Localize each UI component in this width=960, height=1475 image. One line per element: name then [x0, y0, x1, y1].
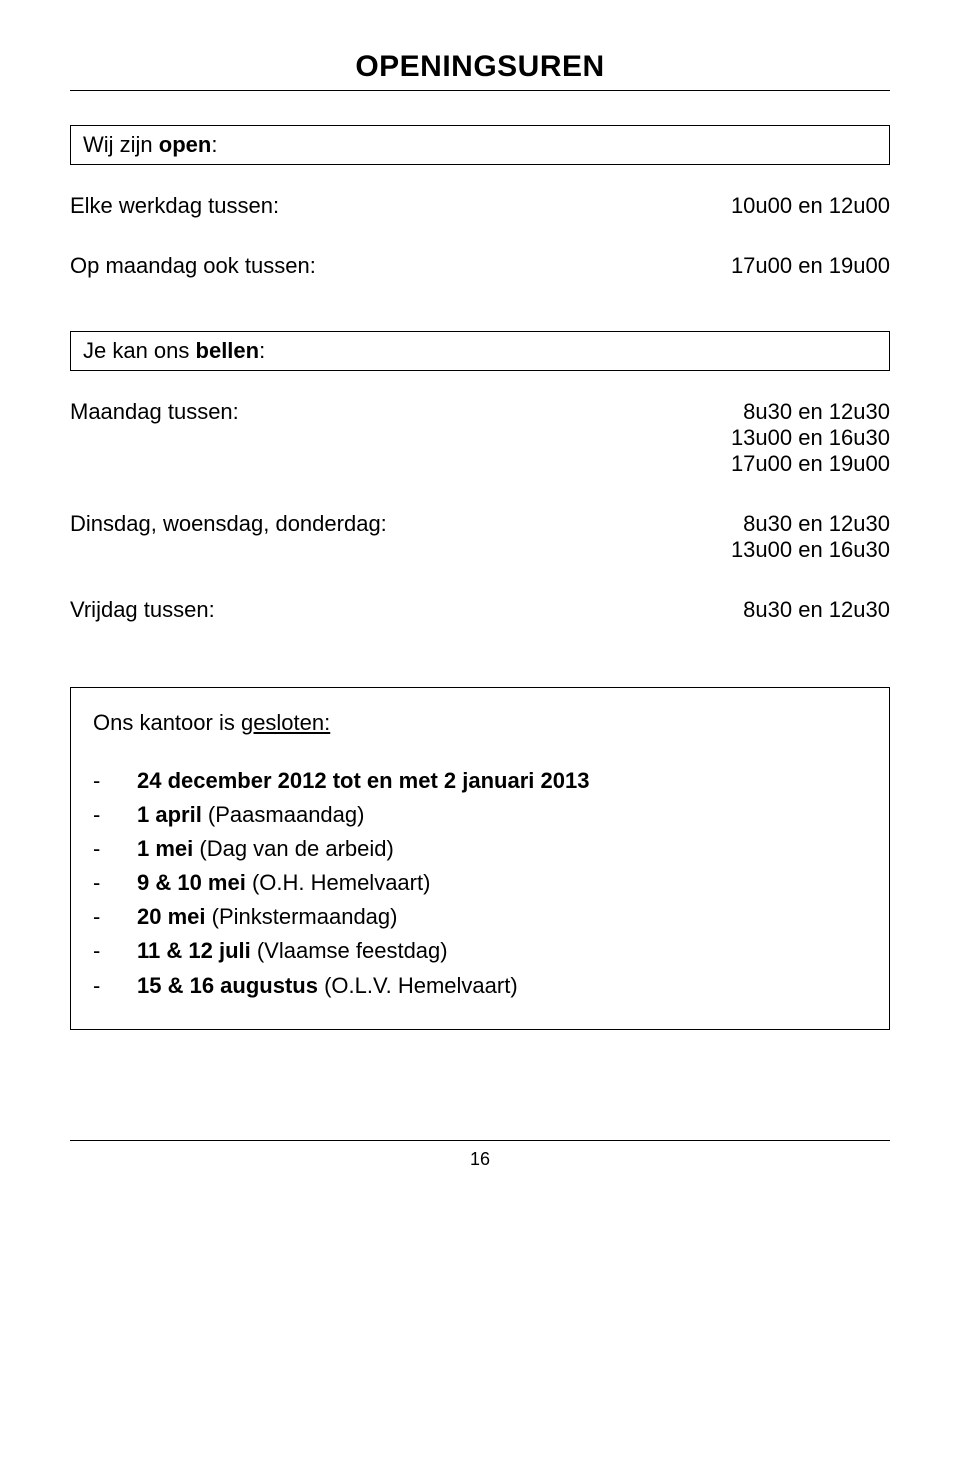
call-label-box: Je kan ons bellen: — [70, 331, 890, 371]
hours-row-label: Dinsdag, woensdag, donderdag: — [70, 511, 731, 563]
open-label: Wij zijn open: — [83, 132, 217, 157]
closed-item-bold: 1 april — [137, 802, 202, 827]
hours-row: Dinsdag, woensdag, donderdag:8u30 en 12u… — [70, 511, 890, 563]
closed-list: -24 december 2012 tot en met 2 januari 2… — [93, 764, 867, 1003]
footer-rule — [70, 1140, 890, 1141]
closed-list-item: -1 mei (Dag van de arbeid) — [93, 832, 867, 866]
closed-box: Ons kantoor is gesloten: -24 december 20… — [70, 687, 890, 1030]
closed-title-prefix: Ons kantoor is — [93, 710, 241, 735]
closed-item-bold: 9 & 10 mei — [137, 870, 246, 895]
list-dash: - — [93, 900, 137, 934]
open-label-suffix: : — [211, 132, 217, 157]
call-hours-block: Maandag tussen:8u30 en 12u30 13u00 en 16… — [70, 399, 890, 651]
closed-item-text: 9 & 10 mei (O.H. Hemelvaart) — [137, 866, 867, 900]
hours-row-value: 8u30 en 12u30 — [743, 597, 890, 623]
hours-row: Vrijdag tussen:8u30 en 12u30 — [70, 597, 890, 623]
title-rule — [70, 90, 890, 91]
closed-list-item: -15 & 16 augustus (O.L.V. Hemelvaart) — [93, 969, 867, 1003]
hours-row-label: Maandag tussen: — [70, 399, 731, 477]
list-dash: - — [93, 934, 137, 968]
hours-row-label: Elke werkdag tussen: — [70, 193, 731, 219]
closed-title: Ons kantoor is gesloten: — [93, 710, 867, 736]
closed-item-extra: (Paasmaandag) — [202, 802, 365, 827]
closed-title-underline: gesloten: — [241, 710, 330, 735]
call-label-suffix: : — [259, 338, 265, 363]
hours-row-value: 10u00 en 12u00 — [731, 193, 890, 219]
closed-list-item: -24 december 2012 tot en met 2 januari 2… — [93, 764, 867, 798]
list-dash: - — [93, 798, 137, 832]
call-label-prefix: Je kan ons — [83, 338, 196, 363]
closed-item-extra: (Pinkstermaandag) — [206, 904, 398, 929]
closed-item-extra: (O.L.V. Hemelvaart) — [318, 973, 518, 998]
closed-item-text: 20 mei (Pinkstermaandag) — [137, 900, 867, 934]
open-hours-block: Elke werkdag tussen:10u00 en 12u00 Op maa… — [70, 193, 890, 307]
open-label-bold: open — [159, 132, 212, 157]
open-label-box: Wij zijn open: — [70, 125, 890, 165]
call-label: Je kan ons bellen: — [83, 338, 265, 363]
list-dash: - — [93, 764, 137, 798]
list-dash: - — [93, 969, 137, 1003]
closed-item-text: 15 & 16 augustus (O.L.V. Hemelvaart) — [137, 969, 867, 1003]
closed-item-text: 11 & 12 juli (Vlaamse feestdag) — [137, 934, 867, 968]
closed-item-extra: (Vlaamse feestdag) — [251, 938, 448, 963]
hours-row-label: Op maandag ook tussen: — [70, 253, 731, 279]
closed-item-extra: (O.H. Hemelvaart) — [246, 870, 431, 895]
hours-row: Maandag tussen:8u30 en 12u30 13u00 en 16… — [70, 399, 890, 477]
list-dash: - — [93, 866, 137, 900]
closed-list-item: -20 mei (Pinkstermaandag) — [93, 900, 867, 934]
closed-item-text: 1 mei (Dag van de arbeid) — [137, 832, 867, 866]
hours-row: Elke werkdag tussen:10u00 en 12u00 — [70, 193, 890, 219]
list-dash: - — [93, 832, 137, 866]
hours-row: Op maandag ook tussen:17u00 en 19u00 — [70, 253, 890, 279]
closed-item-bold: 1 mei — [137, 836, 193, 861]
hours-row-value: 8u30 en 12u30 13u00 en 16u30 — [731, 511, 890, 563]
closed-item-bold: 20 mei — [137, 904, 206, 929]
hours-row-value: 17u00 en 19u00 — [731, 253, 890, 279]
hours-row-label: Vrijdag tussen: — [70, 597, 743, 623]
hours-row-value: 8u30 en 12u30 13u00 en 16u30 17u00 en 19… — [731, 399, 890, 477]
call-label-bold: bellen — [196, 338, 260, 363]
closed-item-bold: 11 & 12 juli — [137, 938, 251, 963]
closed-item-bold: 15 & 16 augustus — [137, 973, 318, 998]
page-title: OPENINGSUREN — [70, 50, 890, 84]
closed-list-item: -1 april (Paasmaandag) — [93, 798, 867, 832]
closed-list-item: -9 & 10 mei (O.H. Hemelvaart) — [93, 866, 867, 900]
open-label-prefix: Wij zijn — [83, 132, 159, 157]
closed-item-text: 24 december 2012 tot en met 2 januari 20… — [137, 764, 867, 798]
closed-item-text: 1 april (Paasmaandag) — [137, 798, 867, 832]
page-number: 16 — [70, 1149, 890, 1170]
closed-item-bold: 24 december 2012 tot en met 2 januari 20… — [137, 768, 589, 793]
closed-item-extra: (Dag van de arbeid) — [193, 836, 394, 861]
closed-list-item: -11 & 12 juli (Vlaamse feestdag) — [93, 934, 867, 968]
